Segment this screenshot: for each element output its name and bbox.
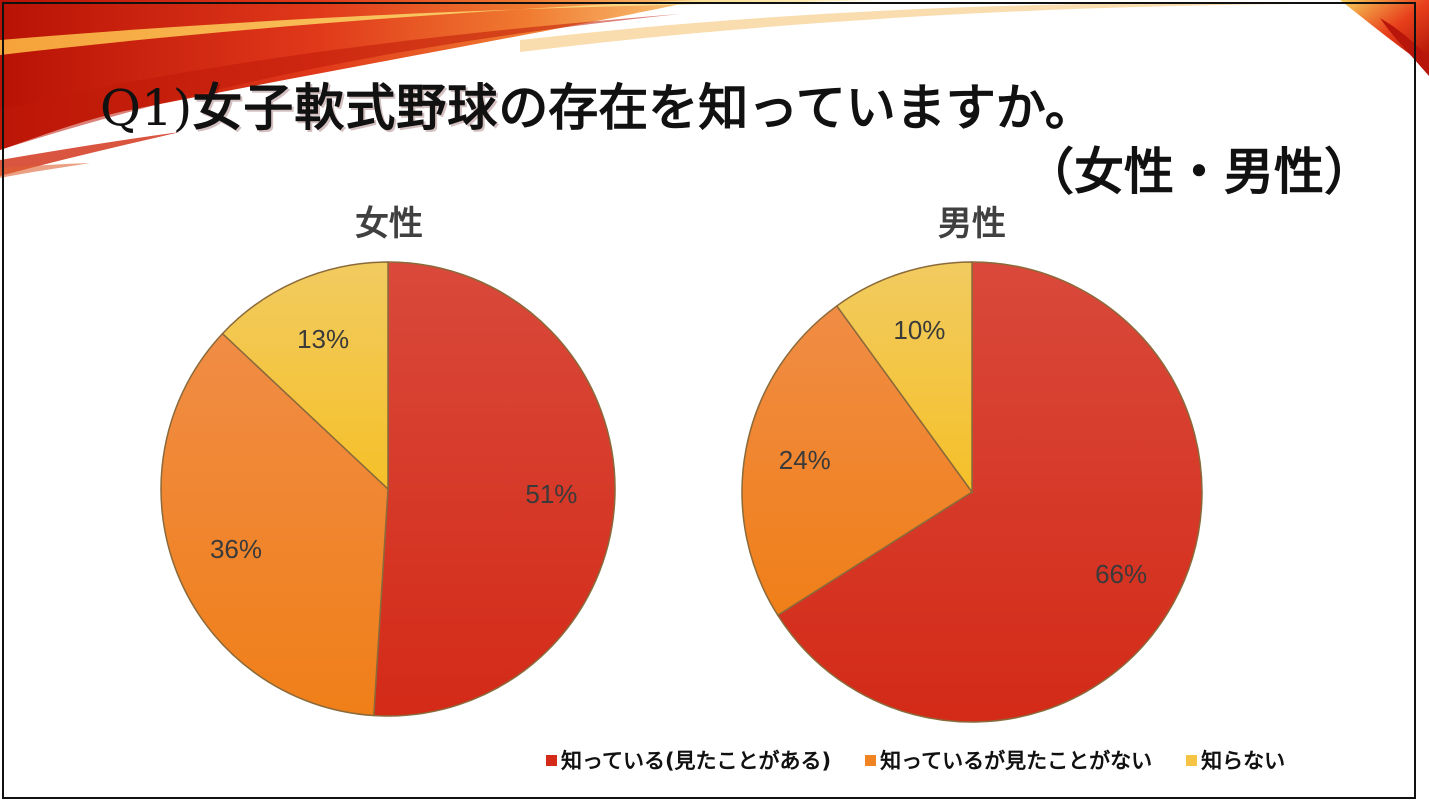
pie-slice-female-known-not-seen (160, 332, 389, 717)
pie-label-male-unknown: 10% (893, 315, 945, 345)
legend-label-known-seen: 知っている(見たことがある) (561, 749, 832, 773)
pie-label-female-known-not-seen: 36% (210, 534, 262, 564)
pie-slice-male-unknown (835, 261, 973, 495)
legend-swatch-unknown (1186, 754, 1198, 766)
title-highlight: 女子軟式野球 (192, 78, 499, 137)
pie-slice-female-unknown (221, 261, 389, 491)
pie-title-male: 男性 (938, 204, 1006, 244)
title-question-number: Q1) (100, 79, 193, 137)
slide-subtitle: （女性・男性） (1024, 142, 1374, 201)
legend-item-known-seen: 知っている(見たことがある) (546, 745, 831, 775)
title-rest: の存在を知っていますか。 (498, 78, 1095, 137)
pie-label-male-known-seen: 66% (1095, 559, 1147, 589)
pie-slice-male-known-not-seen (741, 304, 974, 617)
legend-label-unknown: 知らない (1201, 749, 1286, 773)
legend-item-unknown: 知らない (1186, 745, 1285, 775)
pie-title-female: 女性 (355, 204, 423, 244)
pie-chart-male: 66% 24% 10% (741, 261, 1203, 723)
header-swoosh-decoration (0, 0, 1429, 178)
pie-slice-female-known-seen (372, 261, 616, 717)
legend-label-known-not-seen: 知っているが見たことがない (880, 749, 1153, 773)
pie-label-female-unknown: 13% (297, 324, 349, 354)
pie-chart-female: 51% 36% 13% (160, 261, 616, 717)
pie-label-male-known-not-seen: 24% (779, 445, 831, 475)
pie-label-female-known-seen: 51% (525, 479, 577, 509)
pie-slice-male-known-seen (776, 261, 1203, 723)
legend-swatch-known-seen (546, 754, 557, 766)
slide-title: Q1)女子軟式野球の存在を知っていますか。 (100, 68, 1095, 140)
legend-swatch-known-not-seen (865, 754, 877, 766)
chart-legend: 知っている(見たことがある) 知っているが見たことがない 知らない (546, 745, 1285, 775)
legend-item-known-not-seen: 知っているが見たことがない (865, 745, 1152, 775)
